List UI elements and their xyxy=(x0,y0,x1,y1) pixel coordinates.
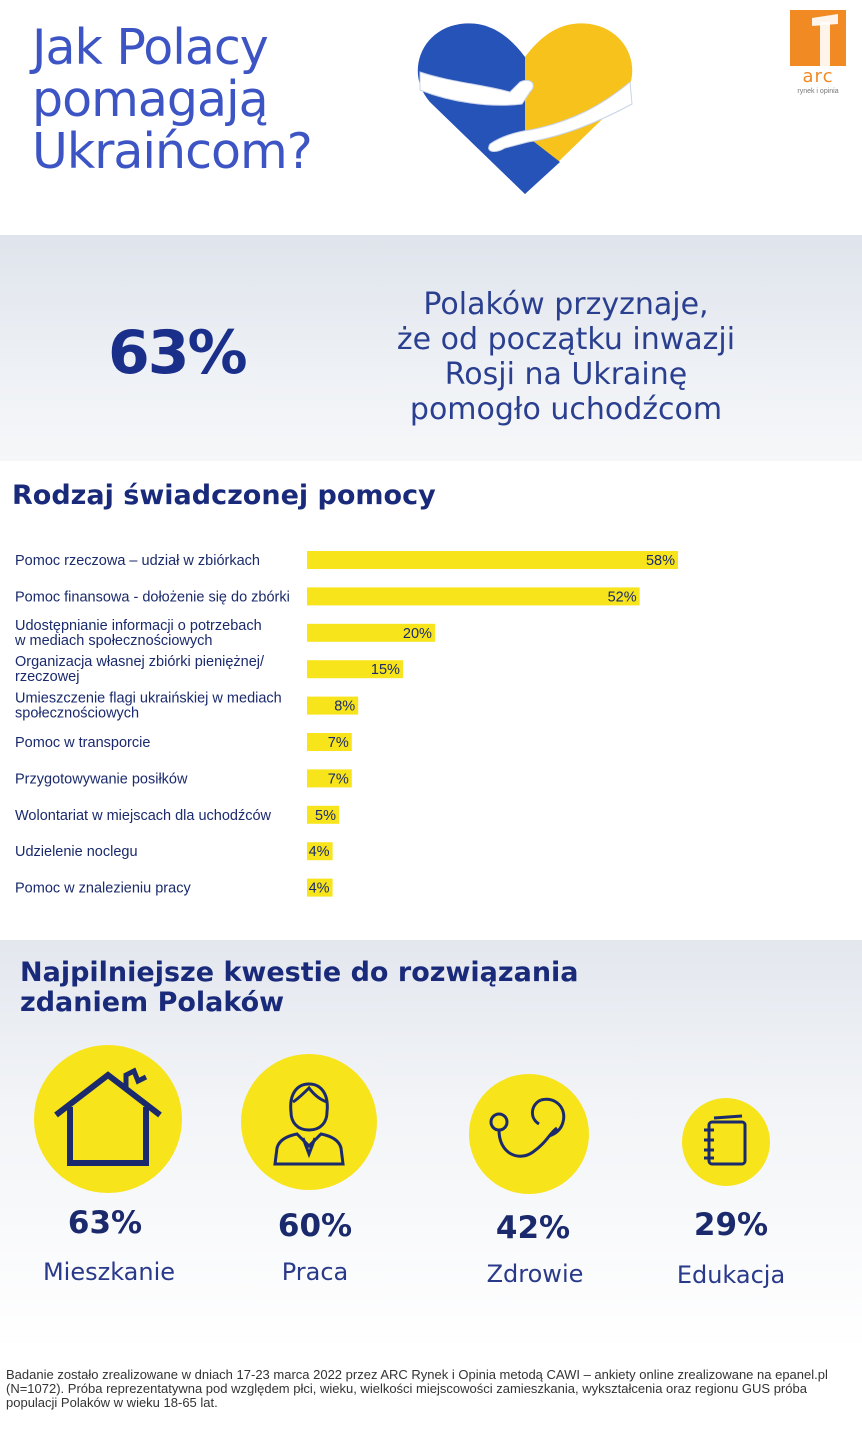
bar-value-label: 7% xyxy=(328,735,349,751)
issue-label-health: Zdrowie xyxy=(486,1260,584,1288)
issues-title-line-2: zdaniem Polaków xyxy=(20,987,285,1018)
category-label: Pomoc rzeczowa – udział w zbiórkach xyxy=(15,553,260,569)
headline-line-1: Polaków przyznaje, xyxy=(423,287,709,322)
bar-value-label: 7% xyxy=(328,771,349,787)
worker-icon xyxy=(273,1082,345,1166)
category-label: Udzielenie noclegu xyxy=(15,844,138,860)
help-bar-chart: Pomoc rzeczowa – udział w zbiórkach 58% Po… xyxy=(14,551,678,897)
stethoscope-icon xyxy=(489,1097,566,1158)
bar-value-label: 20% xyxy=(403,626,432,642)
arc-logo: arc rynek i opinia xyxy=(782,10,852,95)
category-label: Udostępnianie informacji o potrzebach w m… xyxy=(14,618,262,649)
issue-circle-work xyxy=(241,1054,377,1190)
bar xyxy=(307,587,640,606)
issue-circle-education xyxy=(682,1098,770,1186)
category-label: Umieszczenie flagi ukraińskiej w mediach… xyxy=(15,691,282,722)
issue-value-education: 29% xyxy=(693,1207,769,1243)
bar-value-label: 8% xyxy=(334,699,355,715)
notebook-icon xyxy=(704,1114,747,1166)
category-label: Pomoc w znalezieniu pracy xyxy=(15,881,191,897)
title-line-3: Ukraińcom? xyxy=(32,123,313,180)
issue-value-health: 42% xyxy=(495,1210,571,1246)
bar xyxy=(307,551,678,569)
bar xyxy=(307,660,403,679)
issue-circle-housing xyxy=(34,1045,182,1193)
category-label: Przygotowywanie posiłków xyxy=(15,771,188,787)
headline-text: Polaków przyznaje, że od początku inwazj… xyxy=(380,287,752,427)
bar xyxy=(307,842,333,861)
logo-subtext: rynek i opinia xyxy=(797,88,839,95)
bar-value-label: 5% xyxy=(315,808,336,824)
bar xyxy=(307,733,352,751)
title-line-1: Jak Polacy xyxy=(32,19,269,76)
heart-hug-icon xyxy=(417,23,633,194)
bar xyxy=(307,805,339,824)
issue-value-work: 60% xyxy=(277,1208,353,1244)
issue-value-housing: 63% xyxy=(67,1205,143,1241)
bar xyxy=(307,878,333,897)
issue-label-housing: Mieszkanie xyxy=(42,1258,176,1286)
bar-value-label: 58% xyxy=(646,553,675,569)
bar-value-label: 4% xyxy=(309,881,330,897)
bar-value-label: 15% xyxy=(371,662,400,678)
house-icon xyxy=(54,1067,162,1166)
category-label: Organizacja własnej zbiórki pieniężnej/r… xyxy=(15,654,265,685)
headline-band xyxy=(0,235,862,461)
logo-text: arc xyxy=(802,66,834,87)
issue-label-education: Edukacja xyxy=(676,1261,786,1289)
headline-value: 63% xyxy=(108,318,248,388)
issue-circle-health xyxy=(469,1074,589,1194)
headline-line-2: że od początku inwazji xyxy=(396,322,736,357)
category-label: Pomoc finansowa - dołożenie się do zbórk… xyxy=(15,589,290,605)
methodology-note: Badanie zostało zrealizowane w dniach 17… xyxy=(6,1367,828,1410)
bar xyxy=(307,696,359,715)
bar-value-label: 4% xyxy=(309,844,330,860)
title-line-2: pomagają xyxy=(32,71,269,128)
page-title: Jak Polacy pomagają Ukraińcom? xyxy=(32,22,392,178)
bar xyxy=(307,623,435,642)
category-label: Pomoc w transporcie xyxy=(15,735,150,751)
issues-section-title: Najpilniejsze kwestie do rozwiązania zda… xyxy=(20,958,620,1018)
headline-line-3: Rosji na Ukrainę xyxy=(444,357,688,392)
issues-title-line-1: Najpilniejsze kwestie do rozwiązania xyxy=(20,957,579,988)
help-section-title: Rodzaj świadczonej pomocy xyxy=(12,480,436,511)
bar-value-label: 52% xyxy=(608,589,637,605)
category-label: Wolontariat w miejscach dla uchodźców xyxy=(15,808,272,824)
headline-line-4: pomogło uchodźcom xyxy=(409,392,723,427)
issue-label-work: Praca xyxy=(281,1258,349,1286)
bar xyxy=(307,769,352,788)
